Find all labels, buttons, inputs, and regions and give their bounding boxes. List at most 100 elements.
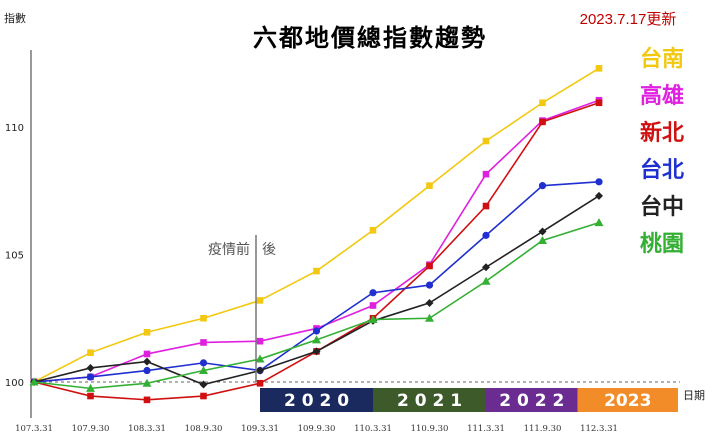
year-band-label-2023: 2023 bbox=[604, 391, 651, 411]
point-台中-109.9.30 bbox=[312, 347, 321, 356]
point-台北-111.3.31 bbox=[482, 231, 490, 239]
series-桃園 bbox=[29, 218, 604, 392]
y-axis-label: 指數 bbox=[4, 11, 26, 25]
point-新北-108.9.30 bbox=[200, 392, 207, 400]
x-tick-111.3.31: 111.3.31 bbox=[467, 424, 505, 434]
year-band-label-2021: 2 0 2 1 bbox=[397, 391, 462, 411]
year-band-2021 bbox=[373, 388, 486, 412]
year-band-2022 bbox=[486, 388, 578, 412]
point-台北-107.9.30 bbox=[86, 373, 95, 381]
legend-entry-台北: 台北 bbox=[640, 157, 684, 183]
point-高雄-108.3.31 bbox=[143, 350, 151, 358]
x-tick-110.3.31: 110.3.31 bbox=[354, 424, 392, 434]
point-台南-108.3.31 bbox=[143, 328, 151, 336]
year-band-label-2020: 2 0 2 0 bbox=[284, 391, 349, 411]
series-lines bbox=[29, 65, 604, 404]
point-台南-109.9.30 bbox=[313, 267, 320, 275]
point-桃園-111.9.30 bbox=[538, 235, 547, 244]
point-台中-107.9.30 bbox=[86, 363, 95, 372]
chart-title: 六都地價總指數趨勢 bbox=[253, 23, 487, 52]
point-台南-111.9.30 bbox=[539, 99, 546, 107]
annotation-before: 疫情前 bbox=[208, 241, 250, 258]
x-tick-112.3.31: 112.3.31 bbox=[580, 424, 618, 434]
point-台北-110.9.30 bbox=[425, 281, 434, 289]
x-tick-109.3.31: 109.3.31 bbox=[241, 424, 279, 434]
point-桃園-108.3.31 bbox=[142, 378, 152, 387]
point-桃園-109.9.30 bbox=[312, 335, 321, 344]
point-台南-111.3.31 bbox=[482, 137, 490, 145]
point-新北-111.9.30 bbox=[539, 118, 546, 126]
x-tick-109.9.30: 109.9.30 bbox=[298, 424, 336, 434]
x-tick-108.9.30: 108.9.30 bbox=[185, 424, 223, 434]
point-台北-112.3.31 bbox=[595, 178, 603, 186]
y-tick-labels: 100 105 110 bbox=[5, 123, 24, 389]
point-台中-112.3.31 bbox=[595, 191, 603, 200]
point-高雄-109.3.31 bbox=[256, 337, 264, 345]
point-新北-107.9.30 bbox=[87, 392, 94, 400]
point-台中-108.9.30 bbox=[199, 380, 208, 389]
point-桃園-111.3.31 bbox=[481, 276, 491, 285]
legend-entry-台中: 台中 bbox=[640, 194, 684, 220]
y-tick-105: 105 bbox=[5, 251, 24, 262]
point-台中-110.9.30 bbox=[425, 298, 434, 307]
point-桃園-110.3.31 bbox=[368, 315, 378, 324]
y-tick-100: 100 bbox=[5, 378, 24, 389]
point-台南-107.9.30 bbox=[87, 349, 94, 356]
point-高雄-111.3.31 bbox=[482, 170, 490, 178]
point-台北-108.3.31 bbox=[143, 366, 151, 375]
point-台南-112.3.31 bbox=[595, 65, 603, 72]
annotation-after: 後 bbox=[262, 242, 276, 258]
series-line-桃園 bbox=[33, 221, 600, 390]
series-台中 bbox=[30, 191, 603, 389]
y-tick-110: 110 bbox=[5, 123, 24, 134]
x-axis-label: 日期 bbox=[683, 389, 705, 402]
series-line-台南 bbox=[33, 67, 600, 383]
x-tick-107.9.30: 107.9.30 bbox=[72, 424, 110, 434]
point-台南-110.9.30 bbox=[426, 182, 433, 189]
series-台南 bbox=[30, 65, 603, 386]
legend-entry-台南: 台南 bbox=[640, 46, 684, 72]
update-note: 2023.7.17更新 bbox=[580, 11, 677, 28]
point-桃園-110.9.30 bbox=[425, 313, 434, 322]
point-台南-110.3.31 bbox=[369, 226, 377, 234]
year-band-2023 bbox=[577, 388, 678, 412]
year-band-label-2022: 2 0 2 2 bbox=[499, 391, 564, 411]
point-新北-108.3.31 bbox=[143, 396, 151, 404]
x-tick-111.9.30: 111.9.30 bbox=[524, 424, 562, 434]
point-台中-109.3.31 bbox=[256, 366, 264, 375]
x-tick-110.9.30: 110.9.30 bbox=[411, 424, 449, 434]
point-桃園-109.3.31 bbox=[255, 354, 265, 363]
point-新北-111.3.31 bbox=[482, 202, 490, 210]
point-台中-111.3.31 bbox=[482, 263, 490, 272]
x-tick-107.3.31: 107.3.31 bbox=[15, 424, 53, 434]
point-桃園-107.9.30 bbox=[86, 383, 95, 392]
point-台中-108.3.31 bbox=[143, 357, 151, 366]
point-桃園-112.3.31 bbox=[594, 218, 604, 227]
point-新北-112.3.31 bbox=[595, 99, 603, 107]
x-tick-labels: 107.3.31 107.9.30 108.3.31 108.9.30 109.3.31… bbox=[15, 424, 618, 434]
point-台南-108.9.30 bbox=[200, 314, 207, 322]
point-台南-109.3.31 bbox=[256, 297, 264, 304]
point-台北-109.9.30 bbox=[312, 327, 321, 335]
year-band-2020 bbox=[260, 388, 373, 412]
legend-entry-新北: 新北 bbox=[640, 120, 684, 146]
legend-entry-高雄: 高雄 bbox=[640, 83, 684, 109]
point-台北-111.9.30 bbox=[538, 182, 547, 190]
point-新北-109.3.31 bbox=[256, 379, 264, 387]
year-bands: 2 0 2 0 2 0 2 1 2 0 2 2 2023 bbox=[260, 388, 678, 412]
point-高雄-108.9.30 bbox=[200, 339, 207, 346]
point-台北-110.3.31 bbox=[369, 289, 377, 297]
point-桃園-107.3.31 bbox=[29, 377, 39, 386]
point-台北-108.9.30 bbox=[199, 359, 208, 367]
point-新北-110.9.30 bbox=[426, 262, 433, 270]
point-高雄-110.3.31 bbox=[369, 302, 377, 309]
covid-annotation: 疫情前後 bbox=[208, 235, 276, 382]
legend-entry-桃園: 桃園 bbox=[640, 232, 684, 257]
point-台中-111.9.30 bbox=[538, 227, 547, 236]
x-tick-108.3.31: 108.3.31 bbox=[128, 424, 166, 434]
series-line-台中 bbox=[33, 195, 600, 386]
axes bbox=[30, 50, 680, 418]
point-桃園-108.9.30 bbox=[199, 366, 208, 375]
